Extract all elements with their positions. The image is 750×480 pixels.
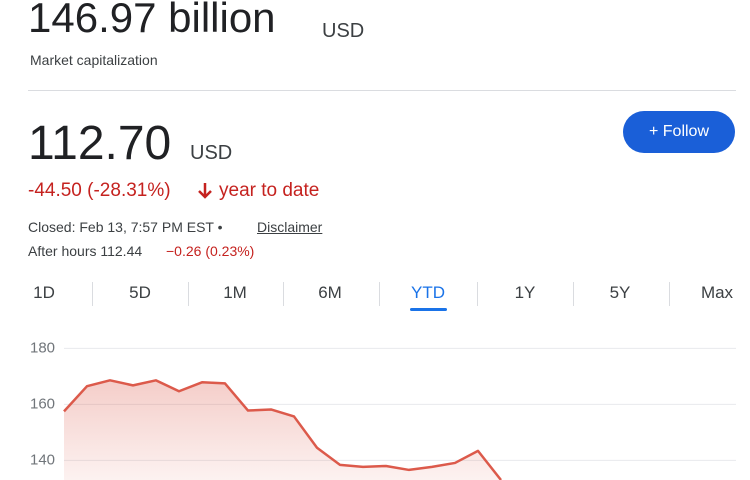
price-line [63, 379, 502, 480]
market-cap-currency: USD [322, 20, 365, 42]
range-tab[interactable]: YTD [411, 283, 445, 302]
range-tab[interactable]: 1M [223, 283, 247, 302]
range-tab[interactable]: Max [700, 283, 734, 302]
change-period: year to date [219, 180, 320, 201]
range-tab[interactable]: 5Y [609, 283, 631, 302]
after-hours-price: After hours 112.44 [28, 243, 143, 259]
tab-separator [476, 282, 478, 306]
down-arrow-icon [198, 183, 212, 199]
tab-separator [668, 282, 670, 306]
follow-button[interactable]: + Follow [623, 111, 735, 153]
market-cap-value: 146.97 billion [28, 0, 276, 41]
tab-separator [572, 282, 574, 306]
range-tab[interactable]: 1Y [514, 283, 536, 302]
y-tick-label: 180 [30, 339, 55, 356]
market-cap-label: Market capitalization [30, 52, 158, 68]
after-hours-change: −0.26 (0.23%) [166, 243, 255, 259]
tab-separator [379, 282, 380, 306]
range-tab[interactable]: 1D [33, 283, 55, 302]
tab-separator [282, 282, 284, 306]
divider [28, 90, 736, 91]
change-amount: -44.50 (-28.31%) [28, 180, 171, 201]
range-tab[interactable]: 6M [318, 283, 342, 302]
y-tick-label: 140 [30, 451, 55, 468]
price-currency: USD [190, 142, 233, 164]
y-tick-label: 160 [30, 395, 55, 412]
range-tab[interactable]: 5D [129, 283, 151, 302]
price-value: 112.70 [28, 117, 172, 170]
market-status: Closed: Feb 13, 7:57 PM EST • [28, 219, 223, 235]
selected-underline [410, 308, 447, 311]
disclaimer-link[interactable]: Disclaimer [257, 219, 323, 235]
tab-separator [187, 282, 189, 306]
tab-separator [92, 282, 93, 306]
area-fill [64, 380, 501, 480]
